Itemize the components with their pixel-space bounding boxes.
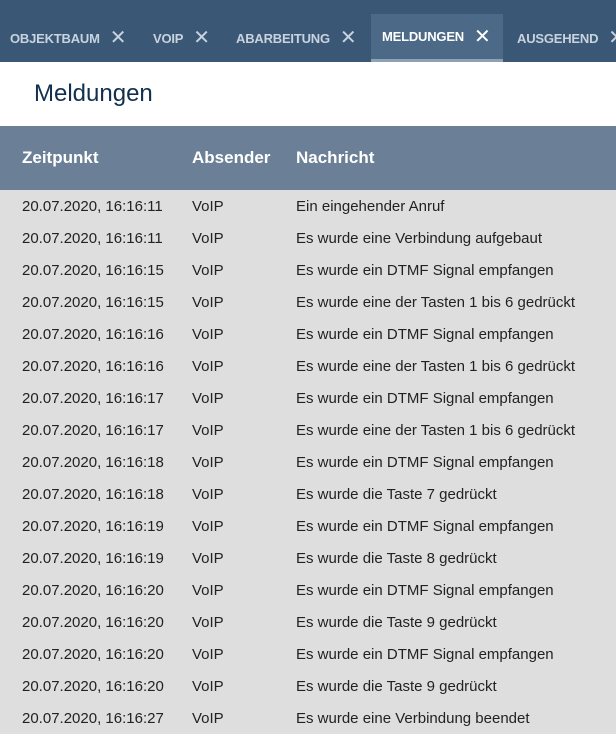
page-title: Meldungen: [34, 80, 153, 107]
table-header: Zeitpunkt Absender Nachricht: [0, 126, 616, 190]
tab-label: ABARBEITUNG: [236, 30, 330, 46]
table-row[interactable]: 20.07.2020, 16:16:16 VoIP Es wurde ein DTM…: [0, 318, 616, 350]
cell-nachricht: Es wurde ein DTMF Signal empfangen: [296, 326, 554, 343]
tab-label: OBJEKTBAUM: [10, 30, 100, 46]
table-row[interactable]: 20.07.2020, 16:16:18 VoIP Es wurde ein DTM…: [0, 446, 616, 478]
cell-nachricht: Es wurde die Taste 8 gedrückt: [296, 550, 497, 567]
table-row[interactable]: 20.07.2020, 16:16:20 VoIP Es wurde ein DTM…: [0, 574, 616, 606]
table-row[interactable]: 20.07.2020, 16:16:11 VoIP Es wurde eine Ve…: [0, 222, 616, 254]
table-row[interactable]: 20.07.2020, 16:16:20 VoIP Es wurde die Tas…: [0, 606, 616, 638]
table-row[interactable]: 20.07.2020, 16:16:19 VoIP Es wurde ein DTM…: [0, 510, 616, 542]
cell-zeitpunkt: 20.07.2020, 16:16:17: [22, 390, 164, 407]
table-row[interactable]: 20.07.2020, 16:16:17 VoIP Es wurde eine de…: [0, 414, 616, 446]
cell-zeitpunkt: 20.07.2020, 16:16:20: [22, 582, 164, 599]
cell-nachricht: Es wurde ein DTMF Signal empfangen: [296, 518, 554, 535]
cell-nachricht: Es wurde eine der Tasten 1 bis 6 gedrück…: [296, 358, 576, 375]
cell-absender: VoIP: [192, 550, 224, 567]
cell-zeitpunkt: 20.07.2020, 16:16:18: [22, 486, 164, 503]
cell-nachricht: Es wurde ein DTMF Signal empfangen: [296, 454, 554, 471]
cell-zeitpunkt: 20.07.2020, 16:16:20: [22, 614, 164, 631]
cell-nachricht: Es wurde ein DTMF Signal empfangen: [296, 262, 554, 279]
table-row[interactable]: 20.07.2020, 16:16:20 VoIP Es wurde die Tas…: [0, 670, 616, 702]
cell-zeitpunkt: 20.07.2020, 16:16:17: [22, 422, 164, 439]
tab-label: AUSGEHEND: [517, 30, 599, 46]
cell-zeitpunkt: 20.07.2020, 16:16:16: [22, 358, 164, 375]
title-bar: Meldungen: [0, 62, 616, 126]
table-row[interactable]: 20.07.2020, 16:16:17 VoIP Es wurde ein DTM…: [0, 382, 616, 414]
cell-nachricht: Ein eingehender Anruf: [296, 198, 445, 215]
cell-absender: VoIP: [192, 326, 224, 343]
cell-absender: VoIP: [192, 294, 224, 311]
tab-ausgehend[interactable]: AUSGEHEND ✕: [507, 14, 616, 62]
tab-voip[interactable]: VOIP ✕: [143, 14, 220, 62]
cell-nachricht: Es wurde ein DTMF Signal empfangen: [296, 582, 554, 599]
cell-absender: VoIP: [192, 710, 224, 727]
table-row[interactable]: 20.07.2020, 16:16:11 VoIP Ein eingehender …: [0, 190, 616, 222]
cell-zeitpunkt: 20.07.2020, 16:16:15: [22, 262, 164, 279]
cell-nachricht: Es wurde eine Verbindung beendet: [296, 710, 530, 727]
cell-absender: VoIP: [192, 614, 224, 631]
cell-zeitpunkt: 20.07.2020, 16:16:18: [22, 454, 164, 471]
close-icon[interactable]: ✕: [339, 27, 357, 49]
cell-absender: VoIP: [192, 198, 224, 215]
table-row[interactable]: 20.07.2020, 16:16:27 VoIP Es wurde eine Ve…: [0, 702, 616, 734]
table-row[interactable]: 20.07.2020, 16:16:20 VoIP Es wurde ein DTM…: [0, 638, 616, 670]
table-row[interactable]: 20.07.2020, 16:16:18 VoIP Es wurde die Tas…: [0, 478, 616, 510]
cell-absender: VoIP: [192, 230, 224, 247]
cell-nachricht: Es wurde eine der Tasten 1 bis 6 gedrück…: [296, 294, 576, 311]
cell-zeitpunkt: 20.07.2020, 16:16:16: [22, 326, 164, 343]
cell-zeitpunkt: 20.07.2020, 16:16:19: [22, 550, 164, 567]
cell-zeitpunkt: 20.07.2020, 16:16:15: [22, 294, 164, 311]
tab-label: VOIP: [153, 30, 184, 46]
tab-abarbeitung[interactable]: ABARBEITUNG ✕: [226, 14, 366, 62]
cell-nachricht: Es wurde eine der Tasten 1 bis 6 gedrück…: [296, 422, 576, 439]
close-icon[interactable]: ✕: [473, 25, 491, 48]
cell-absender: VoIP: [192, 390, 224, 407]
cell-zeitpunkt: 20.07.2020, 16:16:20: [22, 646, 164, 663]
cell-zeitpunkt: 20.07.2020, 16:16:20: [22, 678, 164, 695]
close-icon[interactable]: ✕: [109, 27, 127, 49]
cell-nachricht: Es wurde ein DTMF Signal empfangen: [296, 646, 554, 663]
cell-zeitpunkt: 20.07.2020, 16:16:27: [22, 710, 164, 727]
tab-bar: OBJEKTBAUM ✕ VOIP ✕ ABARBEITUNG ✕ MELDUNGEN ✕ AU…: [0, 0, 616, 62]
tab-objektbaum[interactable]: OBJEKTBAUM ✕: [0, 14, 136, 62]
cell-absender: VoIP: [192, 582, 224, 599]
table-row[interactable]: 20.07.2020, 16:16:15 VoIP Es wurde ein DTM…: [0, 254, 616, 286]
cell-absender: VoIP: [192, 262, 224, 279]
cell-nachricht: Es wurde ein DTMF Signal empfangen: [296, 390, 554, 407]
table-row[interactable]: 20.07.2020, 16:16:16 VoIP Es wurde eine de…: [0, 350, 616, 382]
cell-absender: VoIP: [192, 358, 224, 375]
close-icon[interactable]: ✕: [608, 28, 616, 48]
cell-nachricht: Es wurde die Taste 7 gedrückt: [296, 486, 497, 503]
table-row[interactable]: 20.07.2020, 16:16:19 VoIP Es wurde die Tas…: [0, 542, 616, 574]
cell-nachricht: Es wurde die Taste 9 gedrückt: [296, 678, 497, 695]
column-header-zeitpunkt[interactable]: Zeitpunkt: [22, 148, 99, 167]
column-header-absender[interactable]: Absender: [192, 148, 271, 167]
cell-nachricht: Es wurde die Taste 9 gedrückt: [296, 614, 497, 631]
table-row[interactable]: 20.07.2020, 16:16:15 VoIP Es wurde eine de…: [0, 286, 616, 318]
cell-zeitpunkt: 20.07.2020, 16:16:11: [22, 198, 163, 215]
cell-absender: VoIP: [192, 646, 224, 663]
table-body: 20.07.2020, 16:16:11 VoIP Ein eingehender …: [0, 190, 616, 734]
cell-zeitpunkt: 20.07.2020, 16:16:19: [22, 518, 164, 535]
cell-absender: VoIP: [192, 486, 224, 503]
tab-meldungen[interactable]: MELDUNGEN ✕: [371, 14, 503, 62]
cell-absender: VoIP: [192, 518, 224, 535]
cell-absender: VoIP: [192, 454, 224, 471]
column-header-nachricht[interactable]: Nachricht: [296, 148, 375, 167]
cell-absender: VoIP: [192, 422, 224, 439]
cell-zeitpunkt: 20.07.2020, 16:16:11: [22, 230, 163, 247]
cell-absender: VoIP: [192, 678, 224, 695]
close-icon[interactable]: ✕: [193, 27, 210, 49]
tab-label: MELDUNGEN: [382, 29, 464, 44]
cell-nachricht: Es wurde eine Verbindung aufgebaut: [296, 230, 543, 247]
